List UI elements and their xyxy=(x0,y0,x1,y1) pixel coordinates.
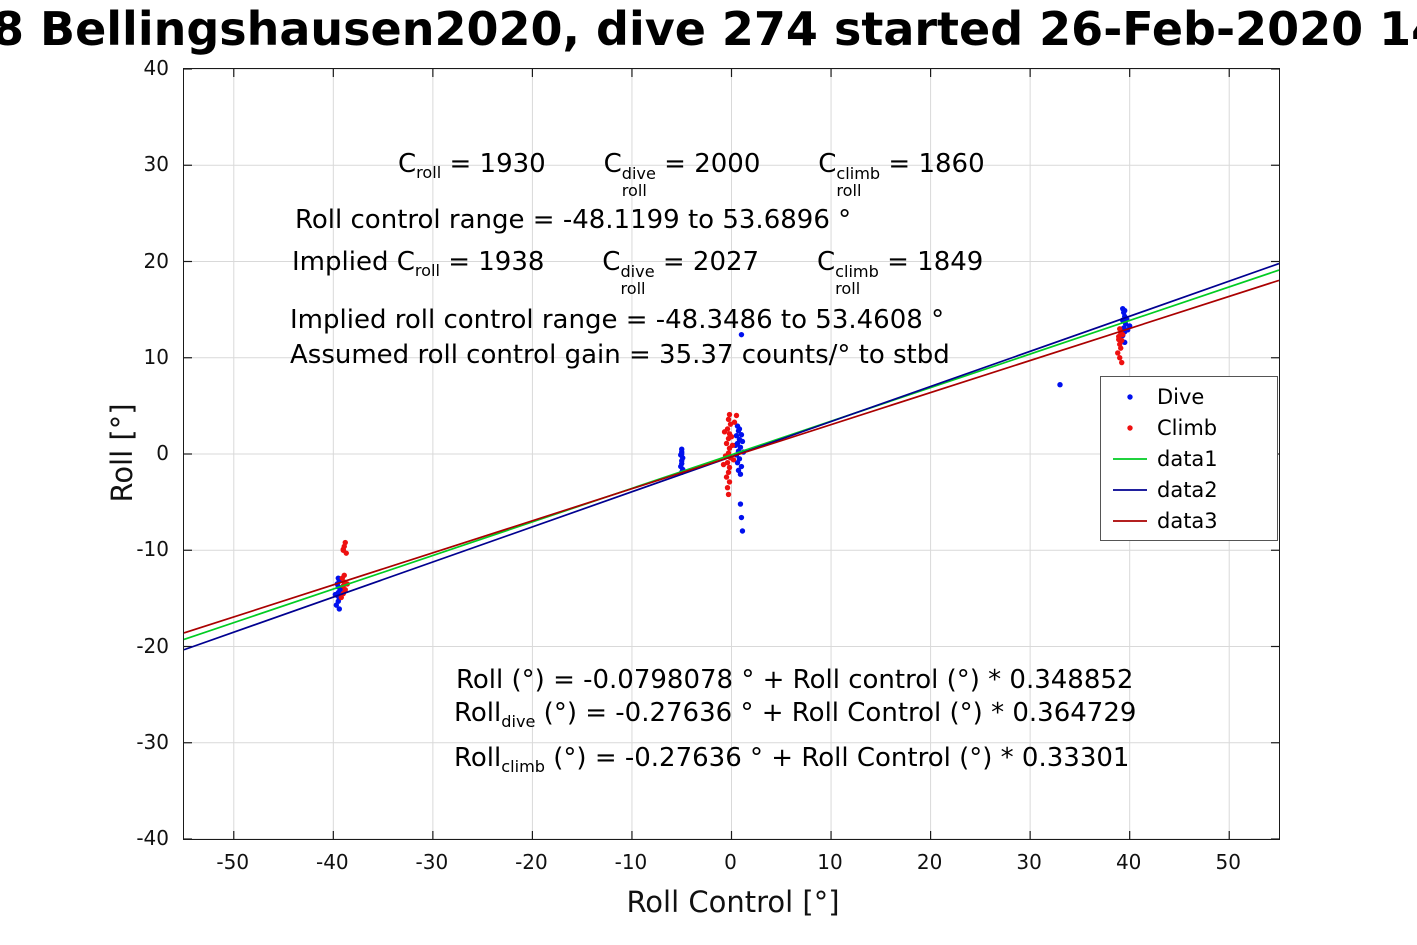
legend-label: Dive xyxy=(1157,384,1205,409)
figure-title: 8 Bellingshausen2020, dive 274 started 2… xyxy=(0,2,1417,56)
sup-sub-stack: climb roll xyxy=(835,262,879,298)
y-tick-label: -30 xyxy=(136,729,169,754)
y-tick-label: 40 xyxy=(143,56,169,80)
legend-line-marker xyxy=(1109,483,1151,497)
x-tick-label: 0 xyxy=(724,850,737,874)
legend: Dive Climb data1 data2 data3 xyxy=(1100,376,1278,541)
y-tick-label: 0 xyxy=(156,441,169,465)
legend-item-climb: Climb xyxy=(1101,412,1277,443)
x-tick-label: -30 xyxy=(415,850,449,874)
plot-area xyxy=(183,68,1280,840)
legend-line-marker xyxy=(1109,452,1151,466)
legend-label: data2 xyxy=(1157,477,1218,502)
x-tick-label: 10 xyxy=(817,850,843,874)
annotation-fit-climb: Rollclimb (°) = -0.27636 ° + Roll Contro… xyxy=(454,743,1130,777)
x-tick-label: -40 xyxy=(315,850,349,874)
x-tick-label: 30 xyxy=(1016,850,1042,874)
x-tick-label: -50 xyxy=(216,850,250,874)
x-tick-label: -20 xyxy=(515,850,548,874)
y-tick-label: 20 xyxy=(143,248,169,273)
y-tick-label: 10 xyxy=(143,344,169,369)
sup-sub-stack: climb roll xyxy=(836,164,881,200)
sup-sub-stack: dive roll xyxy=(621,164,656,200)
annotation-fit-dive: Rolldive (°) = -0.27636 ° + Roll Control… xyxy=(454,698,1137,732)
x-tick-label: 20 xyxy=(916,850,943,874)
y-tick-label: -10 xyxy=(136,537,169,562)
annotation-fit-all: Roll (°) = -0.0798078 ° + Roll control (… xyxy=(456,665,1134,695)
legend-item-data1: data1 xyxy=(1101,443,1277,474)
legend-item-data2: data2 xyxy=(1101,474,1277,505)
x-tick-label: 50 xyxy=(1215,850,1241,874)
annotation-roll-range: Roll control range = -48.1199 to 53.6896… xyxy=(295,205,852,235)
legend-label: data3 xyxy=(1157,508,1218,533)
x-tick-label: 40 xyxy=(1115,850,1142,874)
y-tick-label: -20 xyxy=(136,633,169,658)
legend-dot-marker xyxy=(1109,390,1151,404)
legend-item-dive: Dive xyxy=(1101,381,1277,412)
sup-sub-stack: dive roll xyxy=(620,262,655,298)
legend-label: Climb xyxy=(1157,415,1218,440)
x-axis-label: Roll Control [°] xyxy=(626,885,840,919)
legend-line-marker xyxy=(1109,514,1151,528)
annotation-gain: Assumed roll control gain = 35.37 counts… xyxy=(290,340,950,370)
y-tick-label: 30 xyxy=(143,152,169,177)
y-axis-label: Roll [°] xyxy=(105,403,139,503)
annotation-implied-range: Implied roll control range = -48.3486 to… xyxy=(290,305,945,335)
legend-dot-marker xyxy=(1109,421,1151,435)
x-tick-label: -10 xyxy=(614,850,648,874)
y-tick-label: -40 xyxy=(136,826,169,850)
legend-item-data3: data3 xyxy=(1101,505,1277,536)
legend-label: data1 xyxy=(1157,446,1218,471)
